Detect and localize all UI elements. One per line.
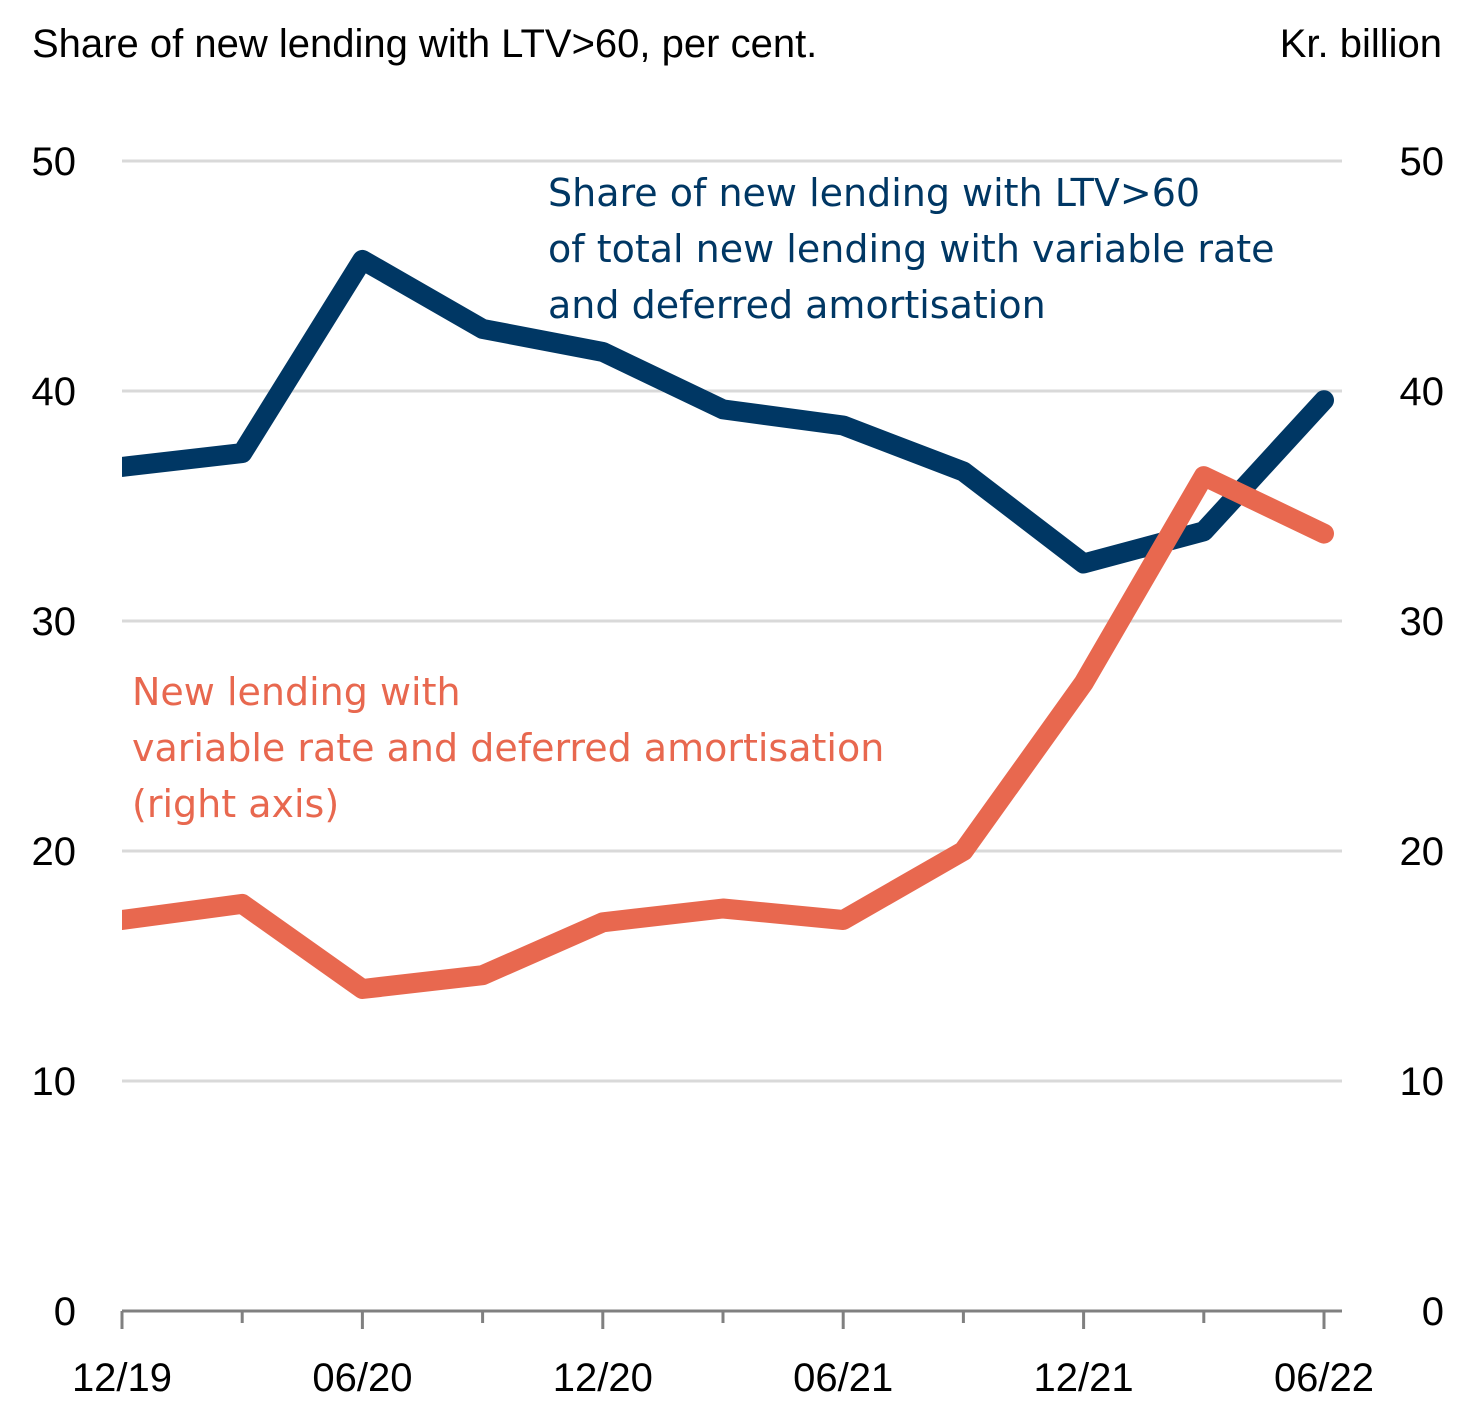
blue-label-line: Share of new lending with LTV>60 bbox=[548, 171, 1200, 215]
right-y-axis: 0 10 20 30 40 50 bbox=[1400, 140, 1445, 1334]
right-y-tick-label: 20 bbox=[1400, 830, 1445, 874]
left-axis-title: Share of new lending with LTV>60, per ce… bbox=[32, 22, 817, 66]
left-y-axis: 0 10 20 30 40 50 bbox=[32, 140, 77, 1334]
right-y-tick-label: 0 bbox=[1422, 1290, 1444, 1334]
left-y-tick-label: 20 bbox=[32, 830, 77, 874]
gridlines bbox=[122, 159, 1342, 1083]
x-tick-label: 12/20 bbox=[553, 1356, 653, 1400]
x-tick-label: 06/21 bbox=[793, 1356, 893, 1400]
x-tick-label: 12/21 bbox=[1034, 1356, 1134, 1400]
left-y-tick-label: 10 bbox=[32, 1060, 77, 1104]
blue-label-line: and deferred amortisation bbox=[548, 283, 1046, 327]
right-y-tick-label: 40 bbox=[1400, 370, 1445, 414]
right-axis-title: Kr. billion bbox=[1280, 22, 1442, 66]
left-y-tick-label: 50 bbox=[32, 140, 77, 184]
blue-label-line: of total new lending with variable rate bbox=[548, 227, 1275, 271]
left-y-tick-label: 40 bbox=[32, 370, 77, 414]
x-tick-label: 06/22 bbox=[1274, 1356, 1374, 1400]
orange-label-line: (right axis) bbox=[132, 782, 339, 826]
orange-series-label: New lending with variable rate and deferr… bbox=[132, 670, 884, 826]
series-lines bbox=[122, 249, 1334, 999]
x-tick-label: 06/20 bbox=[312, 1356, 412, 1400]
x-axis: 12/19 06/20 12/20 06/21 12/21 06/22 bbox=[72, 1309, 1374, 1400]
right-y-tick-label: 50 bbox=[1400, 140, 1445, 184]
right-y-tick-label: 30 bbox=[1400, 600, 1445, 644]
orange-label-line: New lending with bbox=[132, 670, 461, 714]
orange-label-line: variable rate and deferred amortisation bbox=[132, 726, 884, 770]
left-y-tick-label: 0 bbox=[54, 1290, 76, 1334]
left-y-tick-label: 30 bbox=[32, 600, 77, 644]
blue-series-label: Share of new lending with LTV>60 of total… bbox=[548, 171, 1275, 327]
x-tick-label: 12/19 bbox=[72, 1356, 172, 1400]
right-y-tick-label: 10 bbox=[1400, 1060, 1445, 1104]
